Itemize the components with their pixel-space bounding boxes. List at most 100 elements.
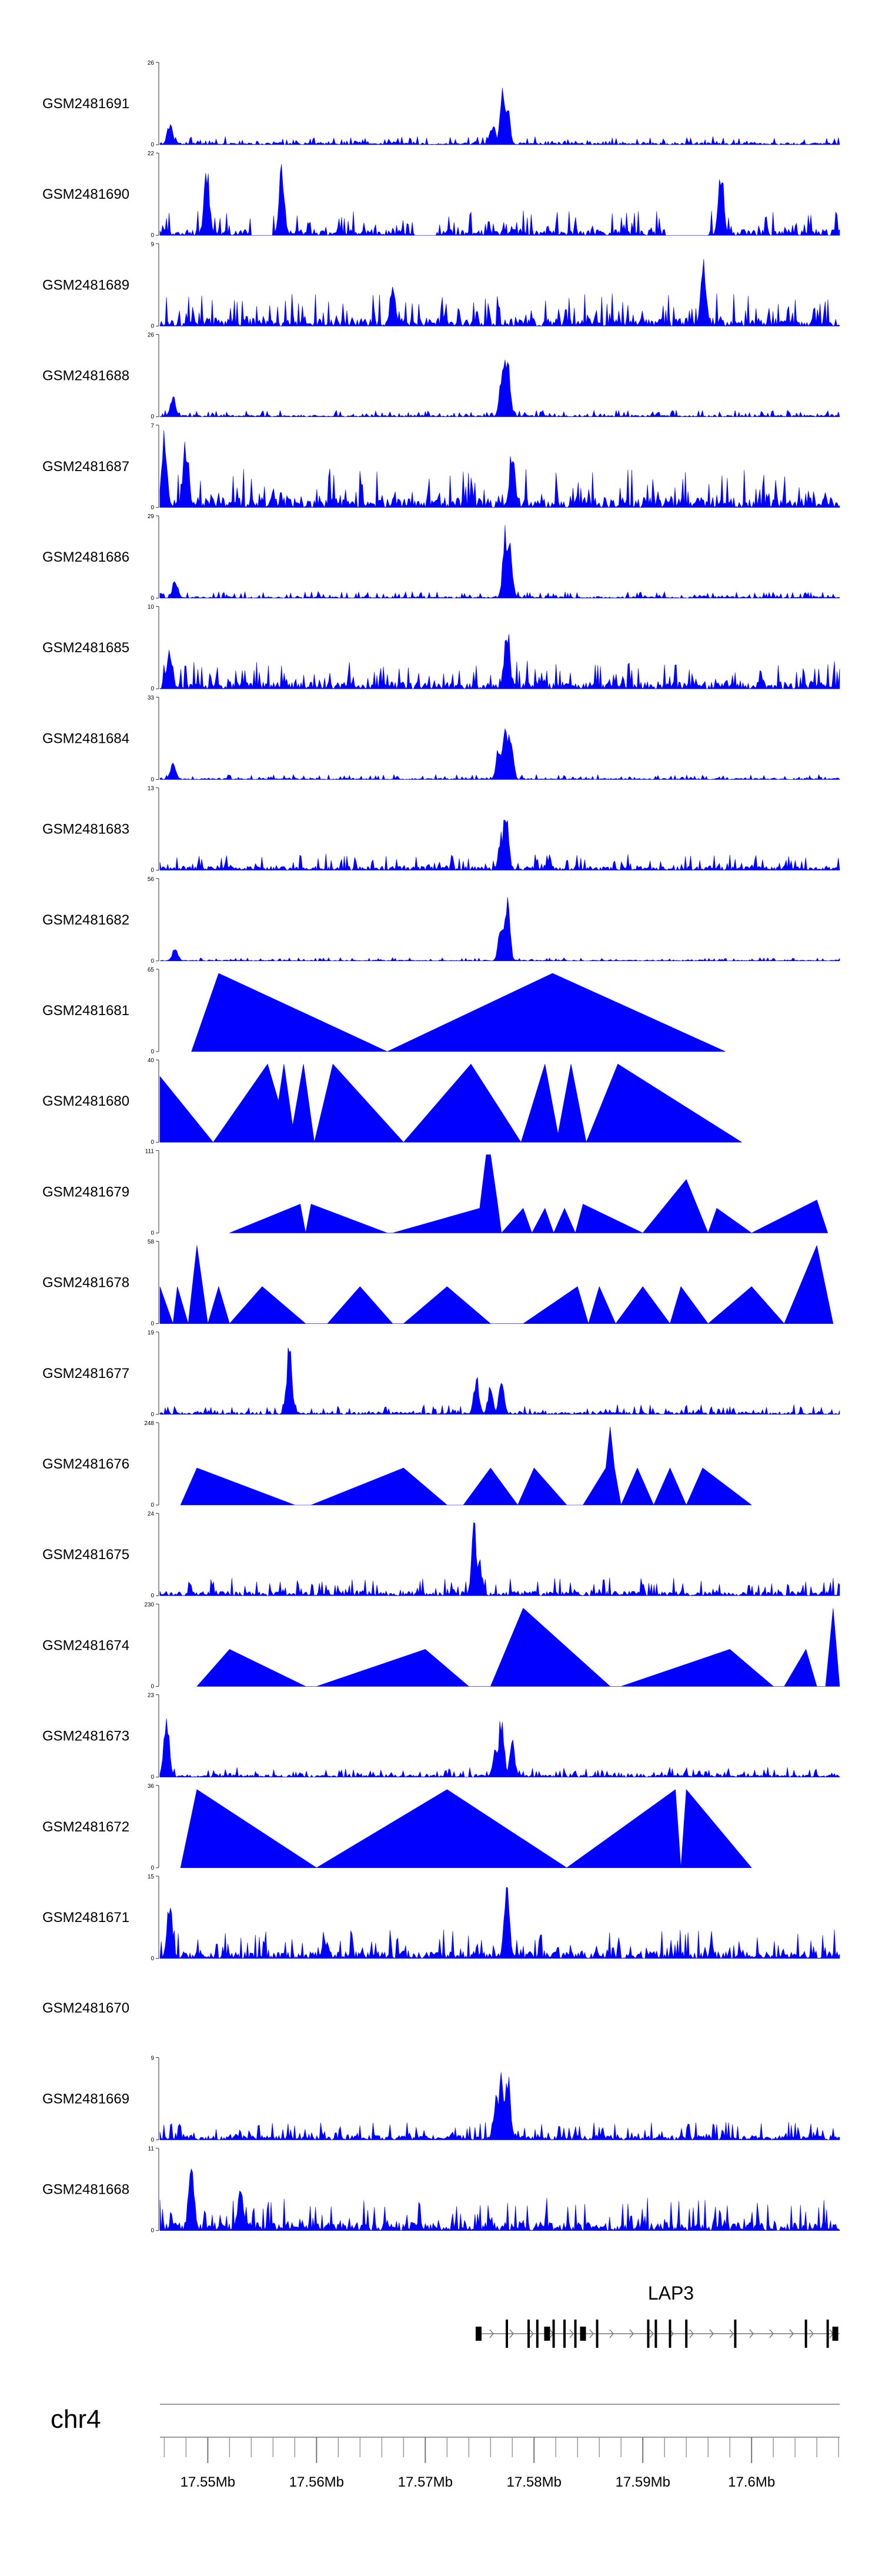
axis-tick-label: 17.57Mb — [398, 2474, 453, 2490]
signal-area — [159, 634, 840, 690]
signal-area — [159, 1063, 743, 1143]
signal-area — [159, 430, 840, 508]
y-tick-label-zero: 0 — [151, 1230, 154, 1236]
track-label: GSM2481682 — [42, 912, 129, 928]
strand-arrow — [769, 2329, 774, 2338]
y-tick-label-max: 33 — [148, 695, 155, 701]
gene-exon — [647, 2320, 650, 2348]
gene-track: LAP3 — [475, 2283, 840, 2348]
track-GSM2481671: GSM2481671 15 0 — [42, 1874, 840, 1962]
track-GSM2481677: GSM2481677 19 0 — [42, 1330, 840, 1418]
strand-arrow — [529, 2329, 534, 2338]
chromosome-label: chr4 — [51, 2405, 101, 2434]
strand-arrow — [789, 2329, 794, 2338]
y-tick-label-max: 111 — [145, 1148, 155, 1154]
track-GSM2481684: GSM2481684 33 0 — [42, 695, 840, 783]
y-tick-label-zero: 0 — [151, 595, 154, 602]
signal-area — [159, 2072, 840, 2141]
track-label: GSM2481670 — [42, 2000, 129, 2016]
y-tick-label-max: 9 — [151, 2055, 154, 2061]
track-GSM2481688: GSM2481688 26 0 — [42, 332, 840, 421]
track-GSM2481675: GSM2481675 24 0 — [42, 1511, 840, 1599]
gene-exon — [804, 2320, 807, 2348]
axis-tick-label: 17.6Mb — [728, 2474, 775, 2490]
track-label: GSM2481687 — [42, 459, 129, 475]
signal-area — [196, 1607, 840, 1687]
track-label: GSM2481688 — [42, 368, 129, 384]
y-tick-label-max: 65 — [148, 967, 155, 973]
gene-exon — [580, 2327, 586, 2341]
gene-exon — [654, 2320, 657, 2348]
strand-arrow — [489, 2329, 494, 2338]
y-tick-label-max: 24 — [148, 1511, 155, 1517]
gene-exon — [734, 2320, 737, 2348]
signal-area — [159, 1347, 840, 1415]
y-tick-label-zero: 0 — [151, 505, 154, 511]
track-label: GSM2481675 — [42, 1547, 129, 1563]
signal-area — [159, 259, 840, 327]
y-tick-label-max: 7 — [151, 423, 154, 429]
signal-area — [180, 1789, 752, 1868]
track-GSM2481678: GSM2481678 58 0 — [42, 1239, 834, 1327]
gene-exon — [544, 2327, 550, 2341]
y-tick-label-zero: 0 — [151, 414, 154, 421]
track-label: GSM2481674 — [42, 1637, 129, 1653]
y-tick-label-zero: 0 — [151, 1774, 154, 1781]
track-GSM2481676: GSM2481676 248 0 — [42, 1420, 753, 1509]
y-tick-label-max: 40 — [148, 1057, 155, 1064]
gene-exon — [685, 2320, 688, 2348]
axis-tick-label: 17.55Mb — [181, 2474, 235, 2490]
track-GSM2481668: GSM2481668 11 0 — [42, 2146, 840, 2234]
gene-exon — [536, 2320, 539, 2348]
gene-exon — [563, 2320, 566, 2348]
y-tick-label-zero: 0 — [151, 776, 154, 783]
gene-exon — [475, 2327, 482, 2341]
signal-area — [229, 1154, 828, 1234]
signal-area — [191, 973, 726, 1052]
signal-area — [159, 2168, 840, 2231]
track-label: GSM2481679 — [42, 1184, 129, 1200]
track-GSM2481691: GSM2481691 26 0 — [42, 60, 840, 148]
signal-area — [159, 359, 840, 418]
track-GSM2481672: GSM2481672 36 0 — [42, 1783, 752, 1871]
y-tick-label-zero: 0 — [151, 323, 154, 329]
track-GSM2481690: GSM2481690 22 0 — [42, 151, 840, 239]
signal-area — [159, 1244, 834, 1324]
y-tick-label-zero: 0 — [151, 686, 154, 692]
y-tick-label-zero: 0 — [151, 1956, 154, 1962]
gene-name: LAP3 — [648, 2283, 694, 2304]
y-tick-label-zero: 0 — [151, 232, 154, 239]
track-label: GSM2481673 — [42, 1729, 129, 1744]
y-tick-label-zero: 0 — [151, 2137, 154, 2143]
y-tick-label-zero: 0 — [151, 1865, 154, 1871]
strand-arrow — [729, 2329, 734, 2338]
y-tick-label-max: 9 — [151, 241, 154, 248]
strand-arrow — [589, 2329, 594, 2338]
track-label: GSM2481678 — [42, 1275, 129, 1291]
track-GSM2481670: GSM2481670 — [42, 2000, 129, 2016]
track-label: GSM2481689 — [42, 277, 129, 293]
y-tick-label-max: 29 — [148, 513, 155, 520]
track-label: GSM2481683 — [42, 822, 129, 837]
y-tick-label-max: 13 — [148, 786, 155, 792]
track-label: GSM2481686 — [42, 549, 129, 565]
track-label: GSM2481669 — [42, 2091, 129, 2107]
strand-arrow — [809, 2329, 814, 2338]
y-tick-label-zero: 0 — [151, 1502, 154, 1509]
y-tick-label-zero: 0 — [151, 1412, 154, 1418]
gene-exon — [832, 2327, 838, 2341]
strand-arrow — [649, 2329, 654, 2338]
signal-area — [159, 88, 840, 146]
track-GSM2481669: GSM2481669 9 0 — [42, 2055, 840, 2143]
y-tick-label-max: 26 — [148, 332, 155, 339]
y-tick-label-max: 56 — [148, 876, 155, 883]
y-tick-label-zero: 0 — [151, 1139, 154, 1146]
strand-arrow — [689, 2329, 694, 2338]
signal-area — [159, 1718, 840, 1778]
strand-arrow — [609, 2329, 614, 2338]
gene-exon — [574, 2320, 577, 2348]
track-GSM2481679: GSM2481679 111 0 — [42, 1148, 828, 1236]
y-tick-label-max: 11 — [148, 2146, 155, 2153]
y-tick-label-zero: 0 — [151, 2228, 154, 2234]
